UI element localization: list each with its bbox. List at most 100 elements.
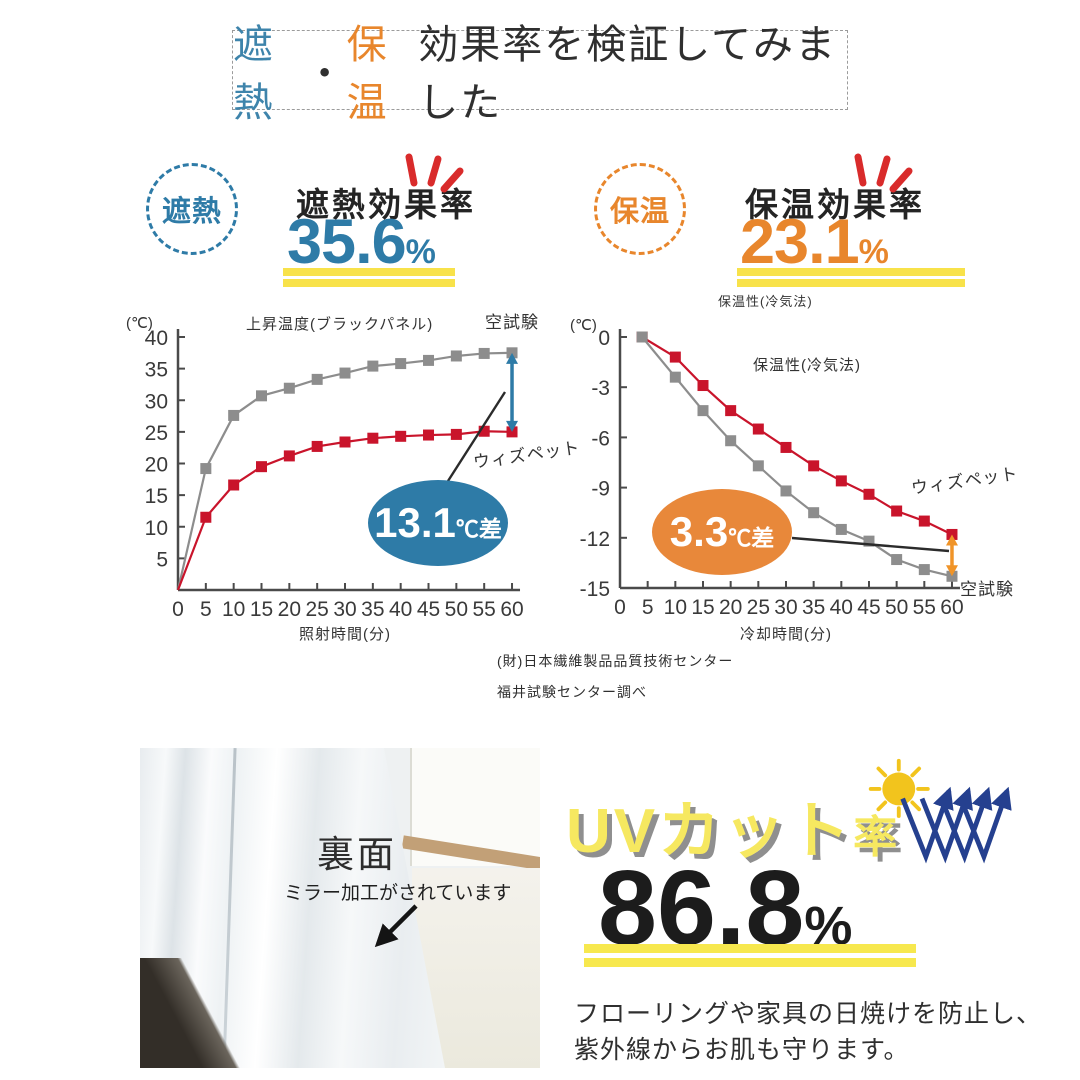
y-tick-label: 5 [156, 548, 168, 571]
x-tick-label: 20 [719, 596, 742, 619]
data-point [918, 515, 930, 527]
x-tick-label: 25 [305, 598, 328, 621]
title-dot: ・ [304, 52, 347, 96]
warm-value-unit: % [858, 233, 889, 271]
chart-title: 保温性(冷気法) [753, 357, 861, 374]
photo-label-mirror-finish: ミラー加工がされています [284, 883, 512, 904]
x-tick-label: 60 [940, 596, 963, 619]
data-point [256, 390, 268, 402]
x-tick-label: 0 [172, 598, 184, 621]
x-tick-label: 5 [642, 596, 654, 619]
y-tick-label: -15 [580, 578, 610, 601]
x-tick-label: 45 [857, 596, 880, 619]
uv-title-main: UVカット [566, 797, 854, 866]
x-tick-label: 60 [500, 598, 523, 621]
x-tick-label: 0 [614, 596, 626, 619]
data-point [780, 485, 792, 497]
data-point [863, 535, 875, 547]
x-tick-label: 50 [445, 598, 468, 621]
data-point [697, 380, 709, 392]
data-point [423, 354, 435, 366]
data-point [891, 505, 903, 517]
annotation-pointer-line [446, 391, 507, 482]
data-point [395, 430, 407, 442]
series-label: ウィズペット [910, 464, 1020, 498]
warm-value-number: 23.1 [740, 207, 860, 277]
warm-badge-label: 保温 [609, 196, 670, 228]
data-point [780, 441, 792, 453]
sun-uv-reflect-icon [868, 758, 1012, 864]
x-tick-label: 35 [802, 596, 825, 619]
curtain-back-photo [140, 748, 540, 1068]
x-tick-label: 35 [361, 598, 384, 621]
diff-annotation-text: 3.3℃差 [670, 508, 774, 555]
heat-underline [283, 268, 455, 290]
diff-annotation-ellipse [368, 480, 508, 566]
data-point [478, 347, 490, 359]
sun-rays [868, 758, 930, 818]
y-tick-label: 10 [145, 517, 168, 540]
x-tick-label: 45 [417, 598, 440, 621]
emphasis-spark-icon [854, 153, 913, 193]
y-tick-label: 35 [145, 359, 168, 382]
x-axis-label: 冷却時間(分) [740, 626, 832, 643]
data-point [863, 488, 875, 500]
y-tick-label: 25 [145, 422, 168, 445]
photo-label-back-side: 裏面 [317, 834, 397, 875]
data-point [367, 360, 379, 372]
y-tick-label: -12 [580, 528, 610, 551]
data-point [423, 429, 435, 441]
x-tick-label: 15 [250, 598, 273, 621]
data-point [835, 523, 847, 535]
y-tick-label: -6 [591, 427, 610, 450]
uv-description-line2: 紫外線からお肌も守ります。 [574, 1036, 910, 1064]
data-point [669, 371, 681, 383]
heat-value: 35.6% [287, 206, 436, 278]
uv-cut-title: UVカット率 [566, 780, 900, 870]
x-tick-label: 30 [333, 598, 356, 621]
data-point [339, 436, 351, 448]
data-point [808, 507, 820, 519]
title-warm-word: 保温 [346, 23, 389, 125]
data-point [200, 511, 212, 523]
series-label: 空試験 [960, 580, 1014, 599]
data-point [918, 564, 930, 576]
unit-label: (℃) [570, 317, 597, 334]
y-tick-label: 15 [145, 485, 168, 508]
y-tick-label: 20 [145, 454, 168, 477]
data-point [311, 440, 323, 452]
uv-description: フローリングや家具の日焼けを防止し、 紫外線からお肌も守ります。 [574, 996, 1042, 1068]
data-point [891, 554, 903, 566]
x-tick-label: 50 [885, 596, 908, 619]
heat-value-number: 35.6 [287, 207, 407, 277]
unit-label: (℃) [126, 315, 153, 332]
x-tick-label: 10 [222, 598, 245, 621]
page-title: 遮熱・保温 効果率を検証してみました [232, 23, 848, 125]
data-point [200, 463, 212, 475]
test-source: (財)日本繊維製品品質技術センター 福井試験センター調べ [497, 646, 733, 708]
test-source-line1: (財)日本繊維製品品質技術センター [497, 653, 734, 669]
data-point [808, 460, 820, 472]
data-point [946, 570, 958, 582]
data-point [752, 460, 764, 472]
series-label: 空試験 [485, 313, 539, 332]
x-tick-label: 20 [278, 598, 301, 621]
data-point [725, 405, 737, 417]
sun-icon [882, 772, 916, 806]
data-point [450, 350, 462, 362]
pointer-arrow-icon [374, 904, 418, 948]
x-tick-label: 15 [691, 596, 714, 619]
title-rest: 効果率を検証してみました [418, 23, 838, 125]
heat-badge-circle: 遮熱 [146, 163, 238, 255]
data-point [228, 409, 240, 421]
data-point [283, 450, 295, 462]
x-tick-label: 40 [830, 596, 853, 619]
data-point [450, 428, 462, 440]
title-heat-word: 遮熱 [233, 23, 275, 125]
warm-chart-svg: 0-3-6-9-12-150 5 10 15 20 25 30 35 40 45 50 55 60(℃)… [570, 317, 1020, 643]
y-tick-label: -9 [591, 478, 610, 501]
x-tick-label: 40 [389, 598, 412, 621]
annotation-pointer-line [791, 536, 950, 553]
x-tick-label: 30 [774, 596, 797, 619]
